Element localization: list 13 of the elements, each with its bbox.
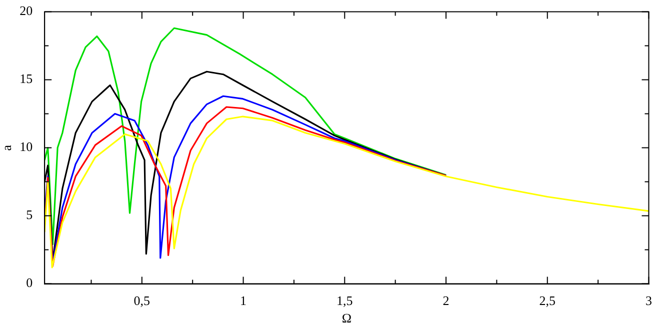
y-tick-label: 10 xyxy=(20,139,33,154)
y-tick-label: 5 xyxy=(26,207,33,222)
y-tick-label: 0 xyxy=(26,275,33,290)
x-tick-label: 2,5 xyxy=(539,293,556,308)
x-tick-label: 3 xyxy=(646,293,652,308)
x-tick-label: 0,5 xyxy=(134,293,150,308)
x-axis-title: Ω xyxy=(342,310,352,326)
y-tick-label: 15 xyxy=(20,71,33,86)
y-axis-title: a xyxy=(0,144,14,151)
y-tick-label: 20 xyxy=(20,3,33,18)
x-tick-label: 1,5 xyxy=(336,293,353,308)
x-tick-label: 2 xyxy=(442,293,450,308)
x-tick-label: 1 xyxy=(240,293,247,308)
